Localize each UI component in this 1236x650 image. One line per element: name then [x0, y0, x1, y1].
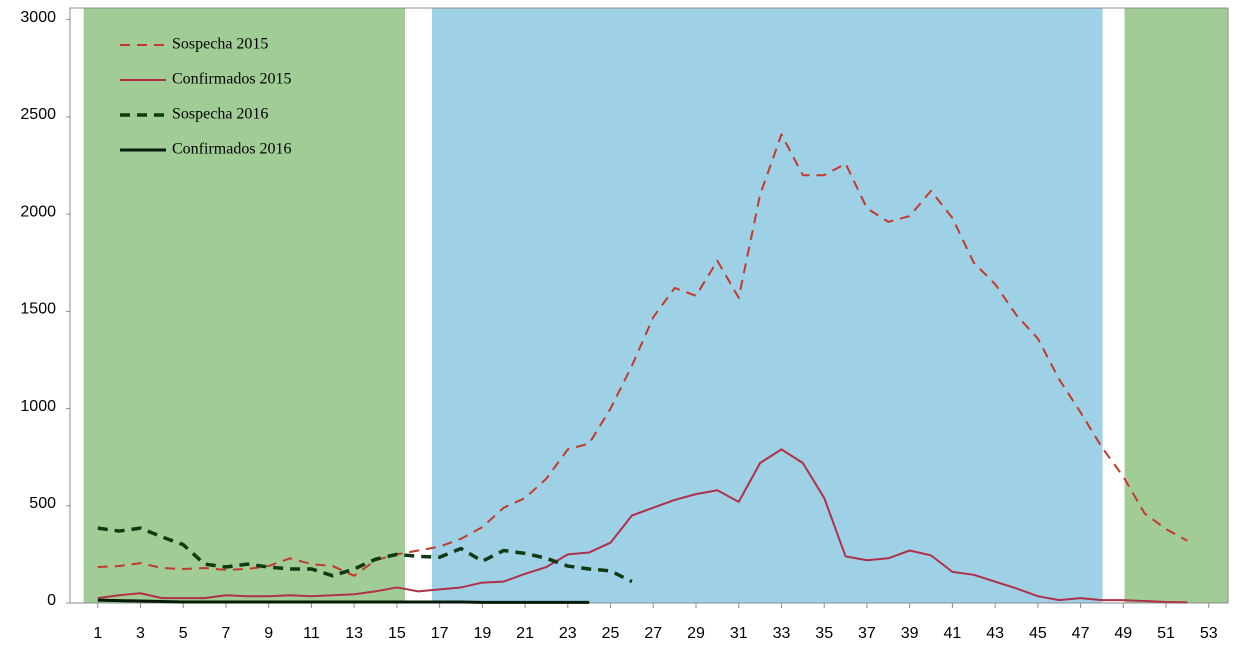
legend-label: Confirmados 2016	[172, 141, 292, 158]
series-line	[97, 526, 633, 584]
x-tick-label: 25	[602, 625, 620, 642]
x-tick-label: 19	[473, 625, 491, 642]
x-tick-label: 3	[136, 625, 145, 642]
y-tick-label: 0	[47, 592, 56, 609]
x-tick-label: 27	[644, 625, 662, 642]
legend-label: Sospecha 2016	[172, 106, 268, 123]
y-tick-label: 1000	[20, 398, 56, 415]
x-tick-label: 45	[1029, 625, 1047, 642]
x-tick-label: 11	[303, 625, 320, 642]
x-tick-label: 7	[222, 625, 231, 642]
x-tick-label: 13	[345, 625, 363, 642]
plot-frame	[69, 7, 1229, 604]
region-band	[431, 8, 1103, 603]
y-tick-label: 3000	[20, 9, 56, 26]
y-tick-label: 2000	[20, 203, 56, 220]
region-band	[83, 8, 406, 603]
x-tick-label: 31	[730, 625, 748, 642]
y-tick-label: 2500	[20, 106, 56, 123]
series-line	[97, 448, 1188, 604]
x-tick-label: 21	[516, 625, 534, 642]
x-tick-label: 37	[858, 625, 876, 642]
series-line	[97, 133, 1188, 577]
region-band	[1124, 8, 1228, 603]
x-tick-label: 9	[264, 625, 273, 642]
x-tick-label: 39	[901, 625, 919, 642]
x-tick-label: 51	[1157, 625, 1175, 642]
x-tick-label: 33	[773, 625, 791, 642]
x-tick-label: 41	[943, 625, 961, 642]
y-tick-label: 1500	[20, 301, 56, 318]
y-tick-label: 500	[29, 495, 56, 512]
legend-label: Sospecha 2015	[172, 36, 268, 53]
x-tick-label: 53	[1200, 625, 1218, 642]
x-tick-label: 15	[388, 625, 406, 642]
x-tick-label: 17	[431, 625, 449, 642]
series-line	[97, 598, 590, 604]
x-tick-label: 49	[1114, 625, 1132, 642]
x-tick-label: 5	[179, 625, 188, 642]
x-tick-label: 47	[1072, 625, 1090, 642]
legend-label: Confirmados 2015	[172, 71, 292, 88]
x-tick-label: 43	[986, 625, 1004, 642]
x-tick-label: 23	[559, 625, 577, 642]
x-tick-label: 35	[815, 625, 833, 642]
x-tick-label: 29	[687, 625, 705, 642]
x-tick-label: 1	[93, 625, 102, 642]
